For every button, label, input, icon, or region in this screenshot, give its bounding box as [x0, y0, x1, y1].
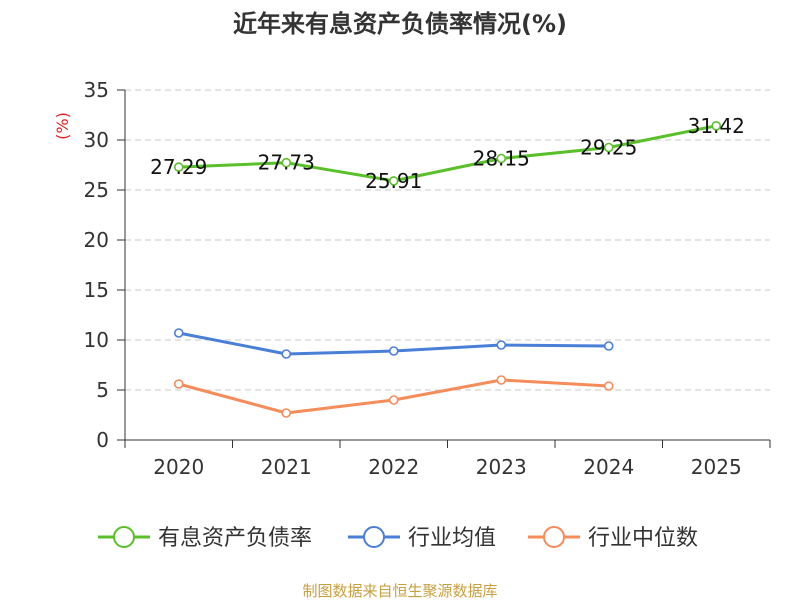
x-tick-label: 2024 — [583, 455, 634, 479]
x-tick-label: 2023 — [476, 455, 527, 479]
data-point — [173, 379, 184, 389]
x-tick-label: 2022 — [368, 455, 419, 479]
data-point — [496, 375, 507, 385]
data-label: 31.42 — [688, 114, 745, 138]
x-tick-label: 2021 — [261, 455, 312, 479]
data-point — [496, 340, 507, 350]
y-tick-label: 30 — [84, 128, 109, 152]
data-point — [173, 162, 184, 172]
legend-marker-1 — [363, 526, 385, 548]
data-point — [388, 395, 399, 405]
data-point — [603, 142, 614, 153]
y-tick-label: 15 — [84, 278, 109, 302]
data-label: 28.15 — [473, 147, 530, 171]
series-line-0 — [177, 124, 718, 183]
data-point — [173, 328, 184, 338]
data-point — [603, 381, 614, 391]
y-axis-unit-label: (%) — [53, 112, 72, 140]
legend-label-0: 有息资产负债率 — [158, 526, 312, 551]
x-tick-label: 2025 — [691, 455, 742, 479]
data-labels: 27.29 27.73 25.91 28.15 29.25 31.42 — [150, 114, 745, 193]
data-label: 27.73 — [258, 151, 315, 175]
x-tick-label: 2020 — [153, 455, 204, 479]
legend: 有息资产负债率 行业均值 行业中位数 — [98, 526, 698, 551]
data-point — [711, 121, 722, 131]
y-tick-label: 10 — [84, 328, 109, 352]
chart-title: 近年来有息资产负债率情况(%) — [233, 10, 567, 38]
data-point — [388, 346, 399, 356]
data-point — [496, 153, 507, 164]
legend-marker-0 — [113, 526, 135, 548]
series-lines — [173, 121, 722, 418]
y-tick-label: 35 — [84, 78, 109, 102]
data-label: 27.29 — [150, 155, 207, 179]
data-point — [281, 157, 292, 168]
y-tick-label: 0 — [96, 428, 109, 452]
data-label: 29.25 — [580, 136, 637, 160]
data-point — [603, 341, 614, 351]
source-note: 制图数据来自恒生聚源数据库 — [302, 582, 497, 600]
data-point — [281, 349, 292, 359]
data-point — [281, 408, 292, 418]
data-label: 25.91 — [365, 169, 422, 193]
y-tick-label: 20 — [84, 228, 109, 252]
y-tick-label: 25 — [84, 178, 109, 202]
legend-marker-2 — [543, 526, 565, 548]
legend-label-1: 行业均值 — [408, 526, 496, 551]
data-point — [388, 176, 399, 186]
y-tick-label: 5 — [96, 378, 109, 402]
legend-label-2: 行业中位数 — [588, 526, 698, 551]
